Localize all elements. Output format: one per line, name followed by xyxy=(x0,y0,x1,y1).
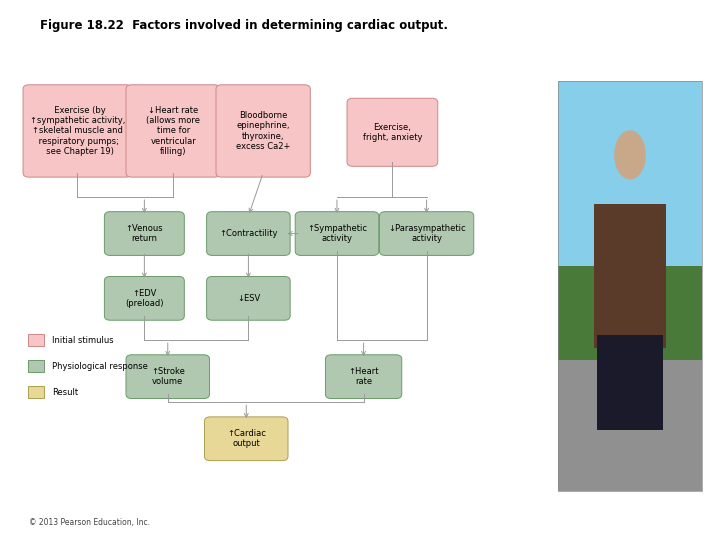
FancyBboxPatch shape xyxy=(28,360,44,372)
Text: Bloodborne
epinephrine,
thyroxine,
excess Ca2+: Bloodborne epinephrine, thyroxine, exces… xyxy=(236,111,290,151)
FancyBboxPatch shape xyxy=(207,276,290,320)
Text: ↑Stroke
volume: ↑Stroke volume xyxy=(150,367,185,386)
Text: Physiological response: Physiological response xyxy=(52,362,148,370)
Text: ↑Sympathetic
activity: ↑Sympathetic activity xyxy=(307,224,367,243)
FancyBboxPatch shape xyxy=(23,85,132,177)
FancyBboxPatch shape xyxy=(126,355,210,399)
FancyBboxPatch shape xyxy=(347,98,438,166)
Text: ↓Parasympathetic
activity: ↓Parasympathetic activity xyxy=(388,224,465,243)
Text: Figure 18.22  Factors involved in determining cardiac output.: Figure 18.22 Factors involved in determi… xyxy=(40,19,448,32)
Text: Result: Result xyxy=(52,388,78,396)
FancyBboxPatch shape xyxy=(325,355,402,399)
Text: ↑Heart
rate: ↑Heart rate xyxy=(348,367,379,386)
Text: Exercise (by
↑sympathetic activity,
↑skeletal muscle and
 respiratory pumps;
  s: Exercise (by ↑sympathetic activity, ↑ske… xyxy=(30,106,125,156)
Ellipse shape xyxy=(614,130,646,179)
Text: ↑Venous
return: ↑Venous return xyxy=(125,224,163,243)
FancyBboxPatch shape xyxy=(204,417,288,461)
FancyBboxPatch shape xyxy=(207,212,290,255)
FancyBboxPatch shape xyxy=(28,334,44,346)
FancyBboxPatch shape xyxy=(104,276,184,320)
Bar xyxy=(558,360,702,491)
Bar xyxy=(558,81,702,491)
FancyBboxPatch shape xyxy=(295,212,379,255)
Text: ↓Heart rate
(allows more
time for
ventricular
filling): ↓Heart rate (allows more time for ventri… xyxy=(146,106,200,156)
Text: ↑Contractility: ↑Contractility xyxy=(219,229,278,238)
Text: Exercise,
fright, anxiety: Exercise, fright, anxiety xyxy=(363,123,422,142)
FancyBboxPatch shape xyxy=(104,212,184,255)
Text: ↑Cardiac
output: ↑Cardiac output xyxy=(227,429,266,448)
Text: ↓ESV: ↓ESV xyxy=(237,294,260,303)
FancyBboxPatch shape xyxy=(126,85,220,177)
Bar xyxy=(558,266,702,368)
Text: © 2013 Pearson Education, Inc.: © 2013 Pearson Education, Inc. xyxy=(29,517,150,526)
Bar xyxy=(597,335,663,430)
Text: ↑EDV
(preload): ↑EDV (preload) xyxy=(125,289,163,308)
FancyBboxPatch shape xyxy=(379,212,474,255)
FancyBboxPatch shape xyxy=(28,386,44,398)
Bar xyxy=(558,81,702,368)
FancyBboxPatch shape xyxy=(216,85,310,177)
Text: Initial stimulus: Initial stimulus xyxy=(52,336,114,345)
Bar xyxy=(594,204,666,348)
